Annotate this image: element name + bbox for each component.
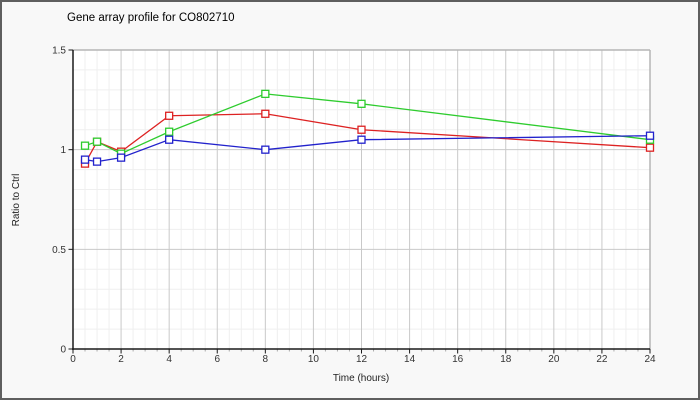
data-series [80, 89, 655, 168]
x-tick-label: 2 [118, 354, 124, 365]
marker-red [357, 125, 366, 134]
marker-red [645, 143, 655, 152]
y-tick-label: 1.5 [52, 46, 66, 57]
marker-blue [357, 135, 366, 144]
x-tick-label: 14 [404, 354, 416, 365]
marker-blue [165, 135, 174, 144]
marker-green [357, 99, 366, 108]
x-tick-label: 24 [644, 354, 656, 365]
gridlines [73, 49, 651, 349]
marker-green [92, 137, 102, 146]
x-tick-label: 12 [356, 354, 368, 365]
marker-blue [261, 145, 270, 154]
chart-title: Gene array profile for CO802710 [67, 12, 234, 24]
y-tick-label: 0 [60, 345, 66, 356]
axes [68, 49, 651, 354]
marker-green [165, 127, 174, 136]
y-axis-title: Ratio to Ctrl [11, 174, 22, 227]
x-tick-label: 22 [596, 354, 608, 365]
marker-blue [645, 131, 655, 140]
marker-green [261, 89, 270, 99]
x-tick-label: 16 [452, 354, 464, 365]
x-tick-label: 10 [308, 354, 320, 365]
marker-red [261, 109, 270, 118]
y-tick-label: 0.5 [52, 245, 66, 256]
marker-green [80, 141, 90, 150]
x-tick-label: 4 [166, 354, 172, 365]
x-tick-label: 18 [500, 354, 512, 365]
x-axis-title: Time (hours) [333, 373, 389, 384]
x-tick-label: 8 [263, 354, 269, 365]
x-tick-label: 20 [548, 354, 560, 365]
x-tick-label: 6 [214, 354, 220, 365]
marker-blue [116, 153, 126, 162]
marker-blue [80, 155, 90, 164]
x-tick-label: 0 [70, 354, 76, 365]
marker-red [165, 111, 174, 120]
marker-blue [92, 157, 102, 166]
y-tick-label: 1 [60, 145, 66, 156]
